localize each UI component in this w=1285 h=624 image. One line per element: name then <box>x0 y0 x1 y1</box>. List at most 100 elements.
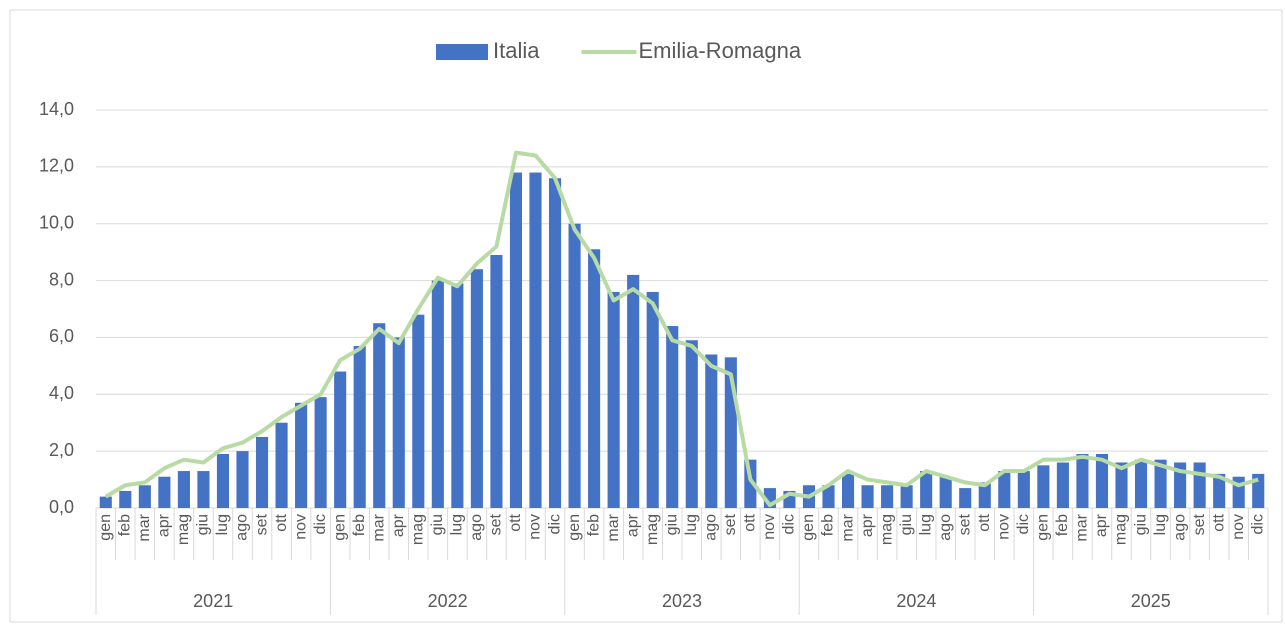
chart-frame <box>9 9 1283 623</box>
y-tick-label: 0,0 <box>49 497 74 517</box>
x-group-label: 2021 <box>193 591 233 611</box>
bar <box>158 476 171 508</box>
x-tick-label: lug <box>214 514 231 535</box>
x-group-label: 2025 <box>1131 591 1171 611</box>
y-tick-label: 12,0 <box>39 156 74 176</box>
legend-swatch <box>436 44 488 60</box>
x-tick-label: set <box>956 513 973 535</box>
bar <box>548 178 562 508</box>
x-tick-label: feb <box>820 514 837 536</box>
x-tick-label: lug <box>1152 514 1169 535</box>
x-tick-label: nov <box>761 514 778 540</box>
bar <box>216 453 230 508</box>
x-tick-label: ago <box>1171 514 1188 541</box>
bar <box>1213 473 1226 508</box>
bar <box>705 354 718 508</box>
y-tick-label: 6,0 <box>49 326 74 346</box>
bar <box>99 496 112 508</box>
y-tick-label: 10,0 <box>39 212 74 232</box>
x-tick-label: mar <box>1074 513 1091 541</box>
x-tick-label: feb <box>585 514 602 536</box>
x-tick-label: mag <box>1113 514 1130 545</box>
x-tick-label: giu <box>429 514 446 535</box>
x-tick-label: ago <box>234 514 251 541</box>
bar <box>1154 459 1167 508</box>
x-tick-label: feb <box>117 514 134 536</box>
x-tick-label: set <box>253 513 270 535</box>
bar <box>685 340 698 508</box>
bar <box>470 269 483 508</box>
x-group-label: 2024 <box>896 591 936 611</box>
bar <box>959 488 972 508</box>
bar <box>314 397 327 508</box>
x-tick-label: set <box>488 513 505 535</box>
x-tick-label: ago <box>937 514 954 541</box>
x-tick-label: ott <box>507 513 524 531</box>
bar <box>607 291 620 508</box>
bar <box>1115 462 1128 508</box>
x-tick-label: apr <box>624 513 641 537</box>
x-tick-label: gen <box>800 514 817 541</box>
y-tick-label: 2,0 <box>49 440 74 460</box>
bar <box>920 471 933 508</box>
legend-label: Emilia-Romagna <box>638 38 801 63</box>
bar <box>392 337 405 508</box>
x-tick-label: apr <box>859 513 876 537</box>
x-tick-label: gen <box>1035 514 1052 541</box>
bar <box>1134 459 1148 508</box>
x-tick-label: mar <box>839 513 856 541</box>
bar <box>627 274 640 508</box>
x-tick-label: feb <box>1054 514 1071 536</box>
bar <box>119 490 132 508</box>
bar <box>197 471 210 508</box>
line <box>104 150 1259 508</box>
x-tick-label: dic <box>312 514 329 534</box>
bar <box>900 485 913 508</box>
bar <box>1095 453 1109 508</box>
x-tick-label: nov <box>292 514 309 540</box>
x-tick-label: dic <box>546 514 563 534</box>
x-tick-label: giu <box>195 514 212 535</box>
bar <box>861 485 874 508</box>
y-tick-label: 14,0 <box>39 99 74 119</box>
x-tick-label: feb <box>351 514 368 536</box>
bar <box>666 326 679 508</box>
bar <box>138 485 151 508</box>
x-tick-label: lug <box>683 514 700 535</box>
x-tick-label: ott <box>273 513 290 531</box>
bar <box>1076 453 1089 508</box>
bar <box>1174 462 1187 508</box>
x-tick-label: apr <box>1093 513 1110 537</box>
x-tick-label: gen <box>331 514 348 541</box>
x-tick-label: apr <box>390 513 407 537</box>
x-tick-label: mag <box>175 514 192 545</box>
x-tick-label: lug <box>917 514 934 535</box>
x-tick-label: set <box>1191 513 1208 535</box>
bar <box>1193 462 1206 508</box>
x-tick-label: ott <box>976 513 993 531</box>
x-tick-label: giu <box>898 514 915 535</box>
bar <box>412 314 425 508</box>
x-tick-label: mag <box>878 514 895 545</box>
x-tick-label: mar <box>370 513 387 541</box>
bar <box>1056 462 1069 508</box>
y-tick-label: 4,0 <box>49 383 74 403</box>
bar <box>939 476 952 508</box>
x-tick-label: nov <box>996 514 1013 540</box>
x-tick-label: giu <box>1132 514 1149 535</box>
x-tick-label: nov <box>527 514 544 540</box>
y-tick-label: 8,0 <box>49 269 74 289</box>
x-tick-label: dic <box>1249 514 1266 534</box>
bar <box>334 371 347 508</box>
bar <box>568 223 581 508</box>
bar <box>1017 471 1030 508</box>
bar <box>646 291 659 508</box>
bar <box>177 471 190 508</box>
bar <box>353 345 366 508</box>
x-tick-label: mar <box>605 513 622 541</box>
bar <box>841 473 855 508</box>
x-tick-label: lug <box>449 514 466 535</box>
x-tick-label: apr <box>156 513 173 537</box>
legend-label: Italia <box>493 38 540 63</box>
